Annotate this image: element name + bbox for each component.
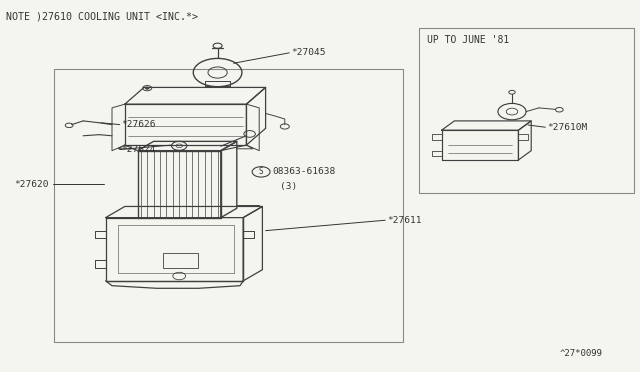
Text: S: S <box>259 167 264 176</box>
Bar <box>54 69 403 342</box>
Text: (3): (3) <box>280 182 298 190</box>
Text: *27624: *27624 <box>122 145 156 154</box>
Text: UP TO JUNE '81: UP TO JUNE '81 <box>427 35 509 45</box>
Text: 08363-61638: 08363-61638 <box>273 167 336 176</box>
Text: ^27*0099: ^27*0099 <box>560 349 603 358</box>
Bar <box>419 28 634 193</box>
Text: *27611: *27611 <box>387 216 422 225</box>
Bar <box>163 253 198 268</box>
Text: *27626: *27626 <box>122 120 156 129</box>
Text: *27610M: *27610M <box>547 123 588 132</box>
Text: *27620: *27620 <box>14 180 49 189</box>
Text: NOTE )27610 COOLING UNIT <INC.*>: NOTE )27610 COOLING UNIT <INC.*> <box>6 11 198 21</box>
Text: *27045: *27045 <box>291 48 326 57</box>
Circle shape <box>145 87 149 89</box>
